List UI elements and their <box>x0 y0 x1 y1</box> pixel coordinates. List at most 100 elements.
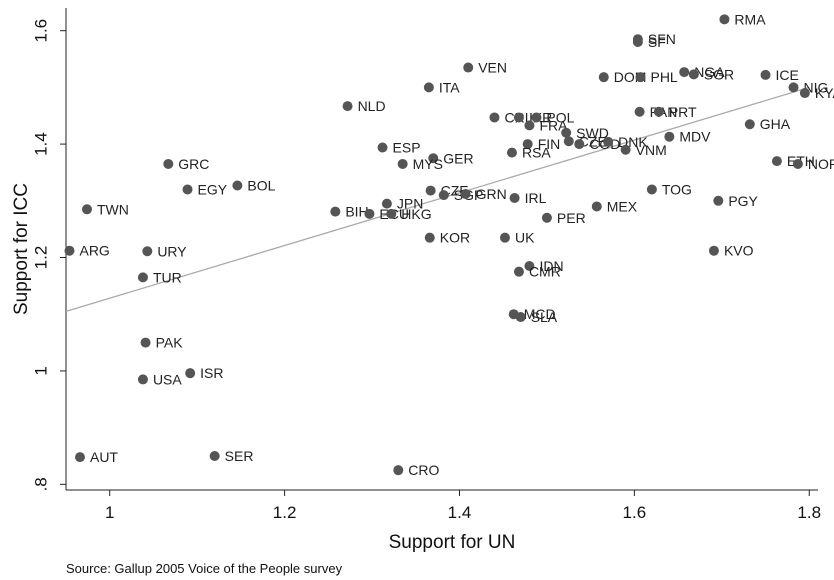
data-point: SER <box>209 448 253 464</box>
point-marker <box>563 136 574 147</box>
point-label: SGR <box>704 66 734 82</box>
x-tick-label: 1.4 <box>448 503 472 522</box>
point-marker <box>760 69 771 80</box>
x-tick-label: 1.2 <box>273 503 297 522</box>
point-marker <box>209 450 220 461</box>
data-point: NLD <box>342 98 386 114</box>
data-point: RMA <box>719 11 766 27</box>
point-label: VEN <box>478 60 507 76</box>
x-tick-label: 1 <box>105 503 114 522</box>
point-label: MCD <box>524 306 556 322</box>
data-point: ARG <box>64 243 110 259</box>
point-marker <box>719 14 730 25</box>
point-marker <box>653 106 664 117</box>
point-label: KVO <box>724 243 754 259</box>
point-marker <box>424 232 435 243</box>
data-point: ISR <box>185 365 224 381</box>
point-label: NOR <box>808 156 834 172</box>
point-label: FIN <box>538 136 561 152</box>
point-marker <box>574 139 585 150</box>
y-tick-label: .8 <box>31 477 50 491</box>
data-point: GRC <box>163 156 209 172</box>
data-point: GRN <box>460 186 507 202</box>
data-point: RSA <box>506 145 551 161</box>
point-label: NIG <box>804 79 829 95</box>
point-marker <box>513 266 524 277</box>
data-point: EGY <box>182 181 228 197</box>
data-point: KYA <box>799 85 834 101</box>
fit-line <box>65 86 810 312</box>
point-marker <box>708 245 719 256</box>
data-point: IRL <box>509 190 547 206</box>
data-point: CRO <box>393 462 439 478</box>
point-marker <box>137 272 148 283</box>
data-point: UK <box>499 230 535 246</box>
y-tick-label: 1 <box>31 366 50 375</box>
point-label: NLD <box>358 98 386 114</box>
data-point: ICE <box>760 67 799 83</box>
point-label: MEX <box>607 198 638 214</box>
point-label: VNM <box>636 142 667 158</box>
data-point: POL <box>531 109 575 125</box>
point-marker <box>509 192 520 203</box>
source-note: Source: Gallup 2005 Voice of the People … <box>66 561 343 576</box>
x-tick-label: 1.6 <box>623 503 647 522</box>
point-marker <box>438 190 449 201</box>
point-label: ESP <box>393 139 421 155</box>
data-point: NGA <box>679 64 725 80</box>
axes: 1 1.2 1.4 1.6 1.8 .8 1 1.2 1.4 1.6 <box>31 8 821 522</box>
data-point: IDN <box>524 258 564 274</box>
point-marker <box>137 374 148 385</box>
data-point: MDV <box>664 129 711 145</box>
point-marker <box>522 139 533 150</box>
point-marker <box>591 201 602 212</box>
point-marker <box>524 261 535 272</box>
point-marker <box>771 156 782 167</box>
point-label: TWN <box>97 201 129 217</box>
point-marker <box>632 37 643 48</box>
point-label: JPN <box>397 196 423 212</box>
data-point: GER <box>428 150 474 166</box>
data-point: SGR <box>688 66 734 82</box>
point-marker <box>513 112 524 123</box>
point-label: KOR <box>440 230 470 246</box>
point-marker <box>393 465 404 476</box>
data-point: USA <box>137 371 182 387</box>
point-marker <box>603 136 614 147</box>
point-label: GER <box>443 150 473 166</box>
point-label: TOG <box>662 181 692 197</box>
data-point: BIH <box>330 204 369 220</box>
point-label: NGA <box>694 64 725 80</box>
point-marker <box>381 198 392 209</box>
point-label: SLA <box>531 309 558 325</box>
data-point: KOR <box>424 230 470 246</box>
regression-line <box>65 86 810 312</box>
point-marker <box>713 195 724 206</box>
point-label: UK <box>515 230 535 246</box>
point-marker <box>561 127 572 138</box>
point-label: BIH <box>345 204 368 220</box>
point-marker <box>531 112 542 123</box>
point-marker <box>232 180 243 191</box>
point-marker <box>524 120 535 131</box>
point-label: CMR <box>529 264 561 280</box>
data-point: FIN <box>522 136 561 152</box>
point-label: ISR <box>200 365 223 381</box>
point-label: MYS <box>413 156 443 172</box>
point-label: AUT <box>90 449 118 465</box>
y-axis-title: Support for ICC <box>11 183 32 315</box>
point-marker <box>688 69 699 80</box>
point-label: POL <box>546 109 574 125</box>
point-label: FRA <box>539 117 568 133</box>
data-point: VNM <box>620 142 667 158</box>
x-tick-label: 1.8 <box>797 503 821 522</box>
data-point: ESP <box>377 139 421 155</box>
point-label: ITA <box>439 79 460 95</box>
data-point: ITA <box>423 79 460 95</box>
point-marker <box>425 185 436 196</box>
data-point: PAK <box>140 335 183 351</box>
point-label: ICE <box>776 67 799 83</box>
point-marker <box>664 131 675 142</box>
data-point: VEN <box>463 60 507 76</box>
point-label: CZE <box>579 133 607 149</box>
